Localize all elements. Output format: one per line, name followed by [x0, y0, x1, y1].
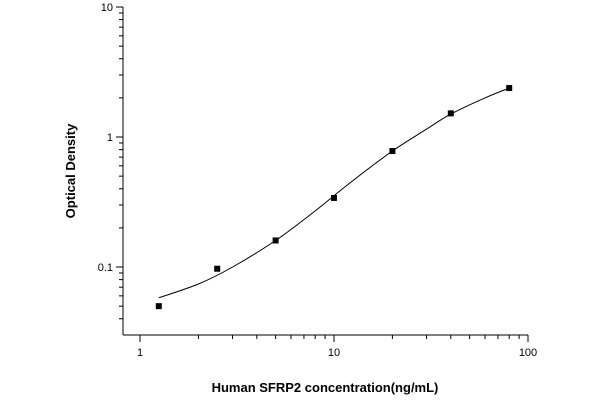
fit-curve: [158, 87, 510, 299]
data-point: [272, 237, 279, 244]
data-point: [155, 303, 162, 310]
y-tick-label: 10: [101, 2, 113, 14]
data-point: [447, 110, 454, 117]
data-point: [214, 265, 221, 272]
x-axis-title: Human SFRP2 concentration(ng/mL): [212, 380, 439, 395]
x-tick-label: 10: [328, 347, 340, 359]
y-ticks: 0.1 1 10: [98, 2, 123, 320]
y-tick-label: 0.1: [98, 262, 113, 274]
axes: [122, 7, 528, 336]
data-points: [155, 85, 513, 310]
x-tick-label: 1: [137, 347, 143, 359]
data-point: [331, 194, 337, 201]
x-ticks: 1 10 100: [137, 335, 537, 359]
y-tick-label: 1: [107, 132, 113, 144]
y-axis-title: Optical Density: [63, 123, 78, 218]
x-tick-label: 100: [519, 347, 537, 359]
data-point: [389, 148, 396, 155]
data-point: [506, 85, 513, 92]
